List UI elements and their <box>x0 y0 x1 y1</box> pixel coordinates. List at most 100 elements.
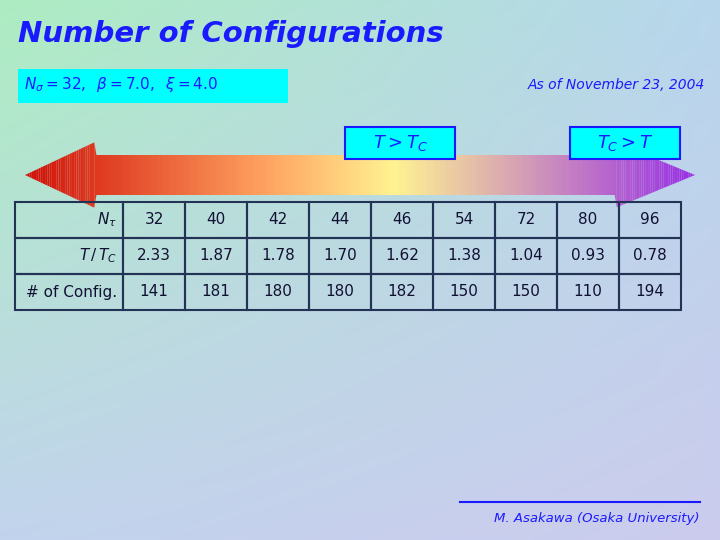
Polygon shape <box>58 158 60 192</box>
Polygon shape <box>320 155 322 195</box>
Polygon shape <box>60 157 63 193</box>
Bar <box>495 238 557 274</box>
Polygon shape <box>400 155 402 195</box>
Polygon shape <box>179 155 181 195</box>
Polygon shape <box>45 165 48 186</box>
Bar <box>123 274 185 310</box>
Polygon shape <box>635 150 637 200</box>
Polygon shape <box>224 155 226 195</box>
Polygon shape <box>66 155 68 195</box>
Bar <box>247 202 309 238</box>
Polygon shape <box>36 168 38 181</box>
Polygon shape <box>78 148 81 201</box>
Polygon shape <box>458 155 461 195</box>
Polygon shape <box>628 147 630 202</box>
Polygon shape <box>398 155 400 195</box>
Bar <box>247 238 309 274</box>
Bar <box>185 274 247 310</box>
Polygon shape <box>593 155 595 195</box>
Polygon shape <box>630 148 632 202</box>
Bar <box>123 202 185 238</box>
Polygon shape <box>297 155 300 195</box>
Polygon shape <box>541 155 543 195</box>
Polygon shape <box>550 155 552 195</box>
Polygon shape <box>474 155 476 195</box>
Polygon shape <box>273 155 275 195</box>
Polygon shape <box>119 155 121 195</box>
Polygon shape <box>190 155 192 195</box>
Polygon shape <box>92 143 94 208</box>
Polygon shape <box>68 154 70 196</box>
Polygon shape <box>139 155 141 195</box>
Polygon shape <box>137 155 139 195</box>
Polygon shape <box>660 160 662 190</box>
Polygon shape <box>425 155 427 195</box>
Polygon shape <box>275 155 277 195</box>
Text: # of Config.: # of Config. <box>26 285 117 300</box>
Polygon shape <box>121 155 123 195</box>
Polygon shape <box>110 155 112 195</box>
Polygon shape <box>599 155 601 195</box>
Polygon shape <box>595 155 597 195</box>
Polygon shape <box>25 174 27 176</box>
Polygon shape <box>677 167 680 183</box>
Polygon shape <box>441 155 443 195</box>
Polygon shape <box>220 155 222 195</box>
Polygon shape <box>155 155 157 195</box>
Polygon shape <box>443 155 445 195</box>
Polygon shape <box>287 155 289 195</box>
Polygon shape <box>331 155 333 195</box>
Polygon shape <box>427 155 429 195</box>
Polygon shape <box>508 155 510 195</box>
Polygon shape <box>516 155 518 195</box>
Polygon shape <box>686 171 688 179</box>
Polygon shape <box>597 155 599 195</box>
Polygon shape <box>552 155 554 195</box>
Polygon shape <box>127 155 130 195</box>
Polygon shape <box>670 165 672 185</box>
Polygon shape <box>431 155 433 195</box>
Polygon shape <box>101 155 103 195</box>
Text: 96: 96 <box>640 213 660 227</box>
Polygon shape <box>539 155 541 195</box>
Polygon shape <box>374 155 376 195</box>
Polygon shape <box>175 155 177 195</box>
Text: 1.78: 1.78 <box>261 248 295 264</box>
Polygon shape <box>293 155 295 195</box>
Polygon shape <box>364 155 366 195</box>
Polygon shape <box>85 145 88 205</box>
Polygon shape <box>168 155 170 195</box>
Polygon shape <box>107 155 110 195</box>
Text: 72: 72 <box>516 213 536 227</box>
Polygon shape <box>530 155 532 195</box>
Polygon shape <box>490 155 492 195</box>
Polygon shape <box>572 155 575 195</box>
Text: Number of Configurations: Number of Configurations <box>18 20 444 48</box>
Polygon shape <box>30 172 32 178</box>
Polygon shape <box>369 155 372 195</box>
Polygon shape <box>259 155 262 195</box>
Polygon shape <box>96 155 99 195</box>
Polygon shape <box>505 155 508 195</box>
Polygon shape <box>690 173 693 177</box>
Polygon shape <box>588 155 590 195</box>
Polygon shape <box>125 155 127 195</box>
Bar <box>309 274 371 310</box>
Bar <box>123 238 185 274</box>
Text: 1.87: 1.87 <box>199 248 233 264</box>
Bar <box>619 202 681 238</box>
Polygon shape <box>313 155 315 195</box>
Polygon shape <box>454 155 456 195</box>
Polygon shape <box>463 155 465 195</box>
Polygon shape <box>161 155 163 195</box>
Polygon shape <box>603 155 606 195</box>
Polygon shape <box>561 155 563 195</box>
Polygon shape <box>662 161 664 189</box>
Polygon shape <box>382 155 384 195</box>
Polygon shape <box>565 155 567 195</box>
Polygon shape <box>420 155 423 195</box>
Text: 150: 150 <box>512 285 541 300</box>
Text: 2.33: 2.33 <box>137 248 171 264</box>
Polygon shape <box>188 155 190 195</box>
Bar <box>309 202 371 238</box>
